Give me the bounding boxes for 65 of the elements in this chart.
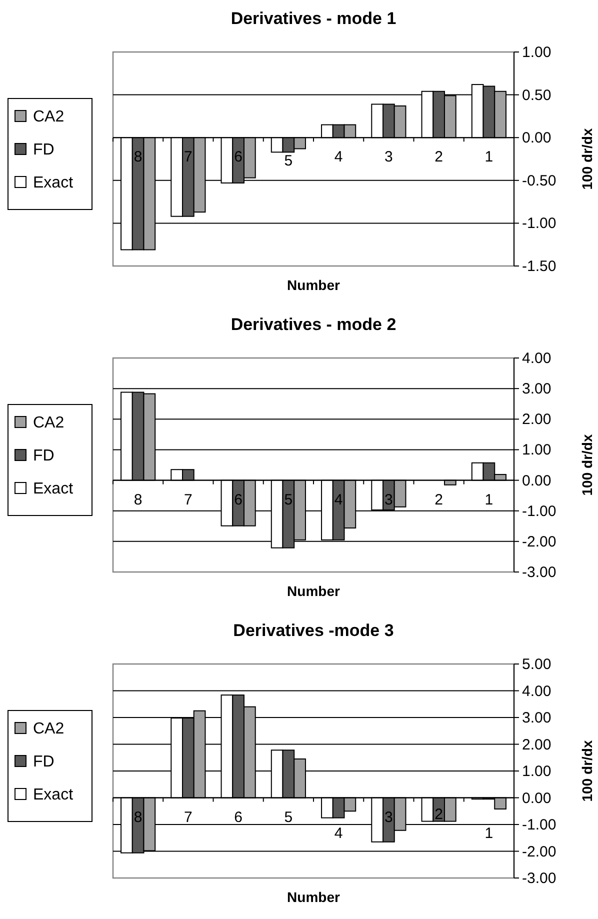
x-tick-label: 7 — [184, 148, 192, 166]
x-tick-label: 2 — [434, 491, 443, 508]
y-tick-label: 2.00 — [522, 736, 552, 754]
x-tick-label: 2 — [434, 806, 443, 823]
x-axis-title: Number — [287, 583, 340, 599]
chart-title: Derivatives - mode 2 — [230, 315, 396, 334]
y-tick-label: 5.00 — [522, 656, 552, 673]
x-tick-label: 8 — [134, 491, 142, 508]
chart-title: Derivatives -mode 3 — [233, 621, 394, 640]
y-tick-label: -2.00 — [522, 843, 556, 860]
y-tick-label: 3.00 — [522, 380, 552, 398]
x-tick-label: 1 — [484, 148, 494, 166]
x-tick-label: 3 — [384, 148, 393, 166]
x-tick-label: 8 — [134, 808, 142, 826]
y-tick-label: 0.00 — [522, 130, 552, 147]
x-tick-label: 5 — [284, 808, 293, 826]
legend-label: Exact — [33, 174, 74, 192]
y-tick-label: -3.00 — [522, 564, 556, 581]
x-tick-label: 1 — [484, 824, 494, 842]
y-axis-title: 100 dr/dx — [579, 740, 595, 802]
x-tick-label: 6 — [234, 491, 242, 508]
x-tick-label: 4 — [334, 491, 343, 508]
y-tick-label: 4.00 — [522, 350, 552, 367]
legend-label: CA2 — [33, 108, 64, 126]
legend-label: Exact — [33, 786, 74, 804]
x-tick-label: 8 — [134, 148, 142, 166]
x-tick-label: 4 — [334, 824, 343, 842]
y-tick-label: 2.00 — [522, 411, 552, 428]
y-tick-label: -3.00 — [522, 870, 556, 887]
x-tick-label: 5 — [284, 152, 293, 170]
y-tick-label: -0.50 — [522, 172, 556, 190]
y-tick-label: -1.50 — [522, 258, 556, 275]
y-tick-label: 1.00 — [522, 442, 552, 459]
y-tick-label: -1.00 — [522, 816, 556, 834]
legend-label: CA2 — [33, 414, 64, 432]
x-tick-label: 6 — [234, 148, 242, 166]
x-tick-label: 3 — [384, 808, 393, 826]
x-tick-label: 7 — [184, 491, 192, 508]
y-tick-label: 3.00 — [522, 710, 552, 726]
y-tick-label: 1.00 — [522, 763, 552, 780]
y-tick-label: -1.00 — [522, 502, 556, 520]
y-tick-label: -1.00 — [522, 215, 556, 232]
x-tick-label: 5 — [284, 491, 293, 508]
y-tick-label: 1.00 — [522, 44, 552, 61]
legend-label: FD — [33, 754, 54, 770]
y-tick-label: 0.00 — [522, 472, 552, 490]
y-tick-label: 4.00 — [522, 682, 552, 700]
x-tick-label: 1 — [484, 491, 494, 508]
y-tick-label: 0.00 — [522, 790, 552, 807]
x-tick-label: 3 — [384, 491, 393, 508]
x-tick-label: 4 — [334, 148, 343, 166]
y-tick-label: -2.00 — [522, 533, 556, 550]
x-tick-label: 2 — [434, 148, 443, 166]
legend-label: CA2 — [33, 720, 64, 738]
y-axis-title: 100 dr/dx — [579, 128, 595, 190]
legend-label: Exact — [33, 480, 74, 498]
chart-title: Derivatives - mode 1 — [230, 9, 396, 28]
legend-label: FD — [33, 142, 54, 158]
legend-label: FD — [33, 448, 54, 464]
y-axis-title: 100 dr/dx — [579, 434, 595, 496]
x-tick-label: 7 — [184, 808, 192, 826]
x-axis-title: Number — [287, 277, 340, 293]
y-tick-label: 0.50 — [522, 86, 552, 104]
x-tick-label: 6 — [234, 808, 242, 826]
x-axis-title: Number — [287, 889, 340, 905]
